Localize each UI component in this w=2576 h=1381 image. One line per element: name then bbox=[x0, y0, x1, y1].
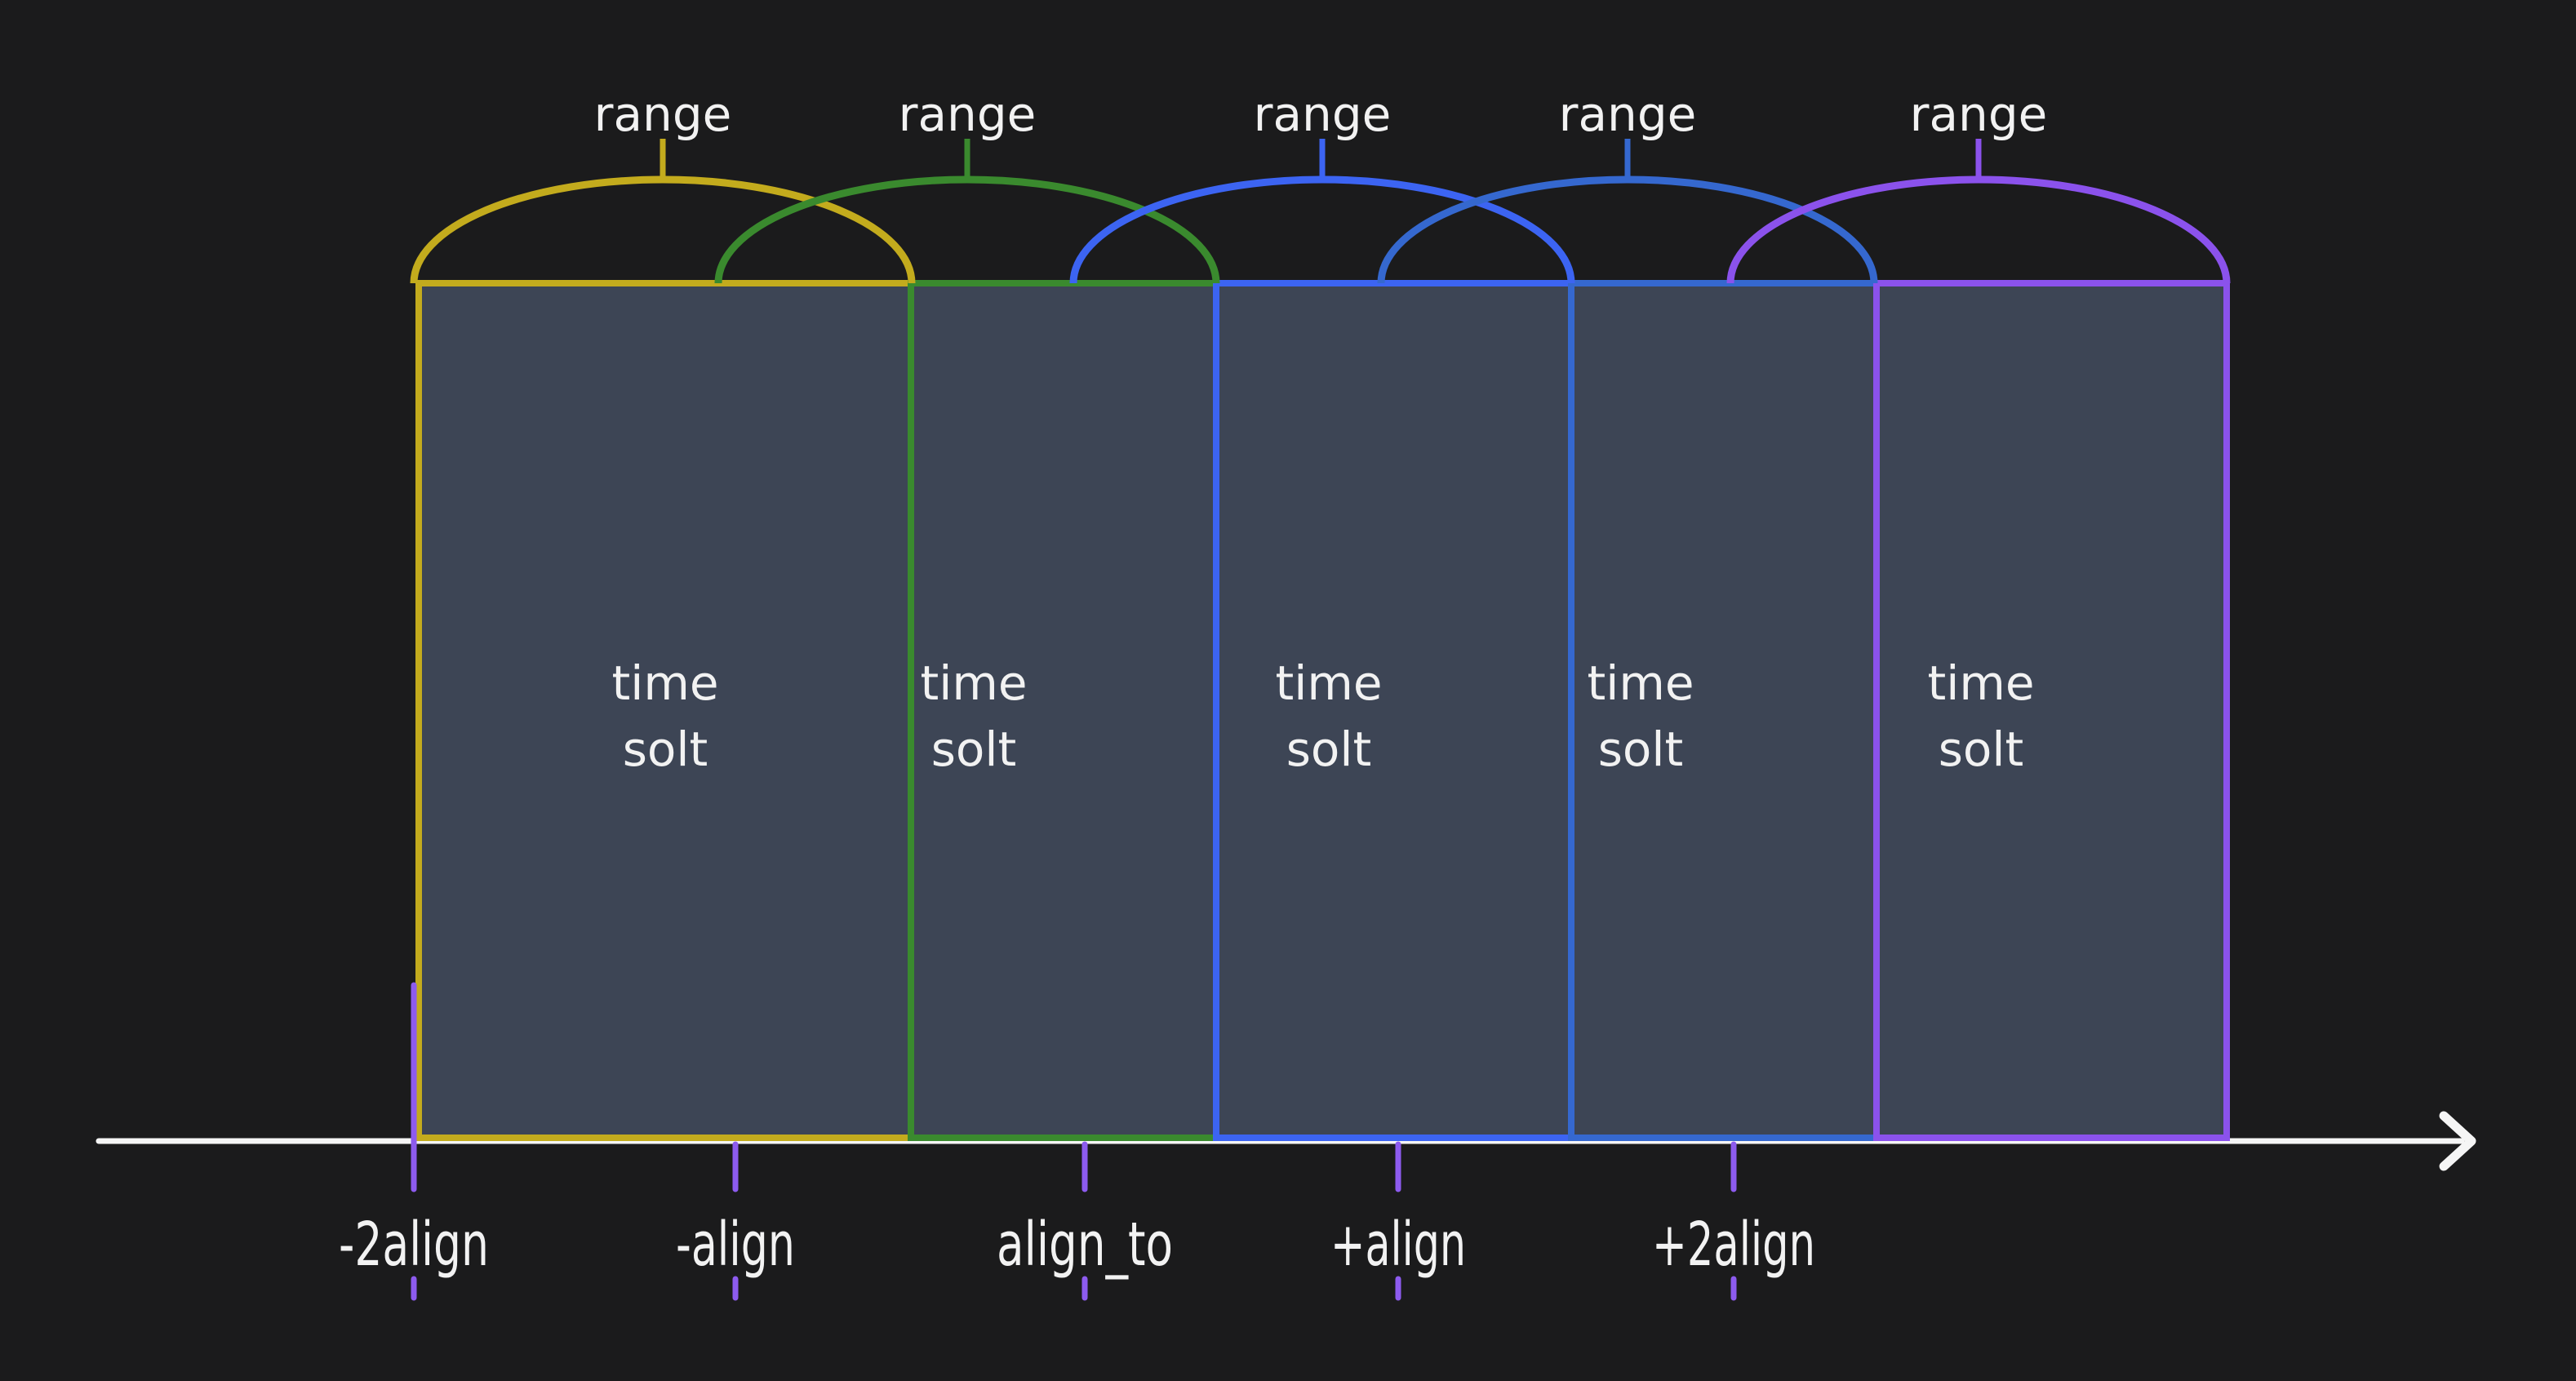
range-label: range bbox=[899, 87, 1037, 142]
slot-label-line2: solt bbox=[1286, 722, 1372, 777]
slot-label-line2: solt bbox=[1939, 722, 2024, 777]
axis-arrowhead-icon bbox=[2439, 1111, 2476, 1171]
range-label: range bbox=[1559, 87, 1697, 142]
range-arc bbox=[1726, 175, 2231, 284]
axis-tick-label: +align bbox=[1330, 1210, 1466, 1280]
range-label: range bbox=[1254, 87, 1392, 142]
range-label: range bbox=[594, 87, 732, 142]
axis-tick-label: -2align bbox=[339, 1210, 489, 1280]
slot-rect bbox=[908, 280, 1219, 1141]
slot-label-line2: solt bbox=[931, 722, 1017, 777]
slot-label-line2: solt bbox=[623, 722, 708, 777]
slot-label-line1: time bbox=[1927, 655, 2034, 711]
slot-label-line1: time bbox=[1275, 655, 1382, 711]
axis-tick-label: +2align bbox=[1652, 1210, 1815, 1280]
slot-rect bbox=[1568, 280, 1880, 1141]
slot-rect bbox=[1213, 280, 1574, 1141]
slot-rect bbox=[1873, 280, 2230, 1141]
slot-label-line1: time bbox=[611, 655, 718, 711]
slot-label-line1: time bbox=[920, 655, 1027, 711]
slot-rect bbox=[415, 280, 914, 1141]
slot-label-line1: time bbox=[1587, 655, 1694, 711]
range-label: range bbox=[1910, 87, 2048, 142]
slot-label-line2: solt bbox=[1598, 722, 1684, 777]
axis-tick-label: align_to bbox=[997, 1210, 1173, 1280]
axis-tick-label: -align bbox=[676, 1210, 795, 1280]
